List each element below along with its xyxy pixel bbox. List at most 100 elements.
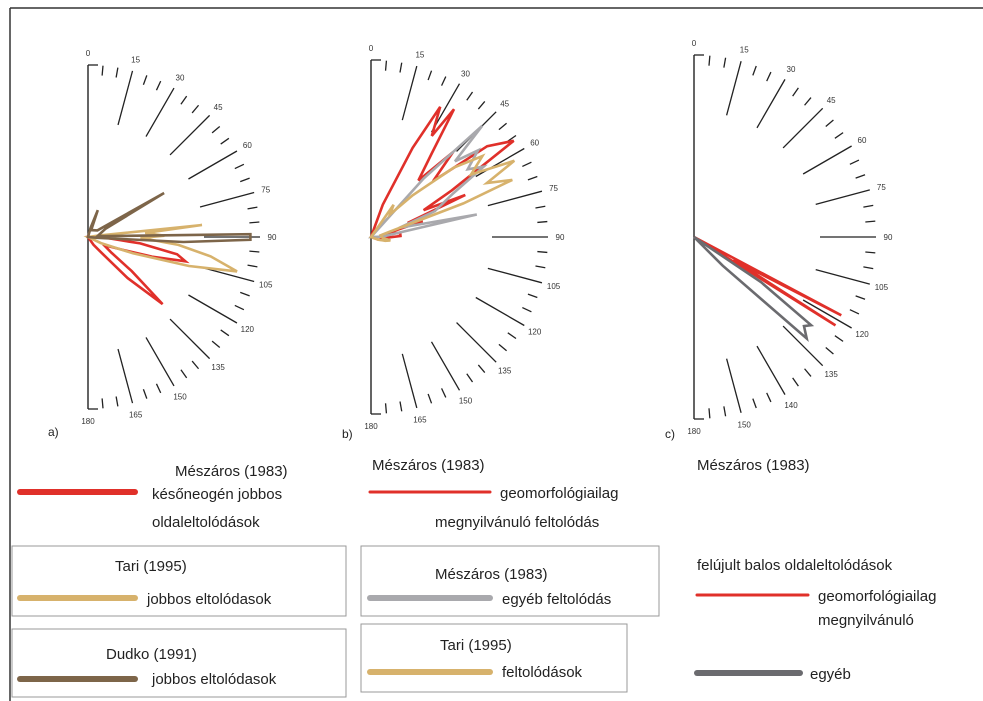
rose-major-tick xyxy=(117,348,134,404)
legend-title: Tari (1995) xyxy=(440,637,512,654)
rose-minor-tick xyxy=(535,265,546,269)
rose-major-tick xyxy=(169,114,211,156)
rose-tick-label: 180 xyxy=(81,417,95,426)
rose-major-tick xyxy=(487,190,543,207)
rose-tick-label: 75 xyxy=(261,185,270,194)
rose-series-meszaros_red xyxy=(693,235,842,327)
rose-tick-label: 45 xyxy=(500,99,509,108)
rose-tick-label: 150 xyxy=(173,392,187,401)
rose-major-tick xyxy=(401,65,418,121)
rose-minor-tick xyxy=(234,163,245,170)
rose-major-tick xyxy=(199,191,255,208)
rose-tick-label: 15 xyxy=(131,55,140,64)
rose-tick-label: 30 xyxy=(461,69,470,78)
rose-major-tick xyxy=(475,296,525,327)
legend-line: oldaleltolódások xyxy=(152,514,260,531)
rose-minor-tick xyxy=(855,174,866,179)
legend-line: geomorfológiailag xyxy=(500,485,618,502)
rose-tick-label: 45 xyxy=(214,103,223,112)
rose-tick-label: 45 xyxy=(827,96,836,105)
rose-minor-tick xyxy=(834,335,844,342)
rose-tick-label: 120 xyxy=(241,325,255,334)
rose-tick-label: 120 xyxy=(855,330,869,339)
rose-minor-tick xyxy=(191,360,200,370)
rose-tick-label: 0 xyxy=(369,44,374,53)
rose-series-egyeb_dark xyxy=(693,235,815,343)
rose-minor-tick xyxy=(466,91,474,101)
rose-major-tick xyxy=(815,189,870,206)
legend-box xyxy=(11,628,347,698)
rose-tick-label: 15 xyxy=(740,46,749,55)
rose-tick-label: 165 xyxy=(129,411,143,420)
rose-tick-label: 150 xyxy=(459,397,473,406)
legend-title: Mészáros (1983) xyxy=(372,457,485,474)
legend-box xyxy=(11,545,347,617)
rose-minor-tick xyxy=(180,369,188,379)
rose-minor-tick xyxy=(708,55,711,66)
rose-major-tick xyxy=(815,268,870,285)
rose-minor-tick xyxy=(384,60,388,71)
rose-minor-tick xyxy=(440,388,447,398)
rose-tick-label: 180 xyxy=(687,427,701,436)
rose-minor-tick xyxy=(142,389,148,399)
legend-entry-dudko: Dudko (1991) jobbos eltolódasok xyxy=(17,646,277,688)
rose-major-tick xyxy=(475,147,525,178)
rose-minor-tick xyxy=(527,175,538,181)
rose-minor-tick xyxy=(855,295,866,300)
rose-series-tari_tan xyxy=(368,153,516,243)
rose-minor-tick xyxy=(477,100,486,110)
rose-panel-b: 0 15 30 45 60 75 90 105 120 135 150 165 180 xyxy=(364,44,565,431)
legend-entry-meszaros-kesoneogen: Mészáros (1983) későneogén jobbos oldale… xyxy=(17,463,288,531)
rose-tick-label: 15 xyxy=(415,50,424,59)
legend-title: Mészáros (1983) xyxy=(175,463,288,480)
legend-box xyxy=(360,623,628,693)
rose-major-tick xyxy=(117,70,134,126)
rose-tick-label: 90 xyxy=(884,233,893,242)
rose-tick-label: 135 xyxy=(824,370,838,379)
legend-line: megnyilvánuló xyxy=(818,612,914,629)
rose-major-tick xyxy=(188,294,238,324)
rose-major-tick xyxy=(145,87,175,137)
rose-major-tick xyxy=(169,318,211,360)
rose-minor-tick xyxy=(535,205,546,209)
rose-minor-tick xyxy=(723,57,727,68)
legend-box xyxy=(360,545,660,617)
rose-minor-tick xyxy=(466,373,474,383)
rose-minor-tick xyxy=(155,383,162,394)
rose-major-tick xyxy=(401,353,418,409)
rose-minor-tick xyxy=(804,97,812,106)
rose-minor-tick xyxy=(507,134,517,142)
rose-minor-tick xyxy=(399,401,403,412)
panel-label-a: a) xyxy=(48,425,59,439)
rose-minor-tick xyxy=(834,132,844,139)
legend-line: megnyilvánuló feltolódás xyxy=(435,514,599,531)
rose-minor-tick xyxy=(825,347,834,355)
legend-title: Dudko (1991) xyxy=(106,646,197,663)
rose-minor-tick xyxy=(766,392,772,403)
rose-minor-tick xyxy=(527,293,538,299)
rose-tick-label: 90 xyxy=(268,233,277,242)
legend-line: jobbos eltolódasok xyxy=(146,591,272,608)
rose-tick-label: 135 xyxy=(211,363,225,372)
rose-tick-label: 105 xyxy=(547,282,561,291)
rose-major-tick xyxy=(188,150,238,180)
legend-entry-meszaros-egyeb: Mészáros (1983) egyéb feltolódás xyxy=(367,566,611,608)
rose-minor-tick xyxy=(498,343,508,352)
rose-minor-tick xyxy=(240,177,250,183)
rose-major-tick xyxy=(802,145,852,175)
legend-col2: Mészáros (1983) geomorfológiailag megnyi… xyxy=(360,457,660,693)
rose-minor-tick xyxy=(427,393,433,404)
rose-major-tick xyxy=(756,79,786,129)
rose-major-tick xyxy=(782,325,824,367)
rose-tick-label: 60 xyxy=(530,139,539,148)
rose-minor-tick xyxy=(384,403,388,414)
legend-subtitle: felújult balos oldaleltolódások xyxy=(697,557,893,574)
rose-minor-tick xyxy=(247,264,258,268)
rose-major-tick xyxy=(756,345,786,395)
rose-major-tick xyxy=(725,61,742,116)
rose-minor-tick xyxy=(804,368,812,377)
rose-major-tick xyxy=(725,358,742,413)
rose-minor-tick xyxy=(211,340,221,349)
legend-line: feltolódások xyxy=(502,664,583,681)
rose-minor-tick xyxy=(752,65,757,76)
